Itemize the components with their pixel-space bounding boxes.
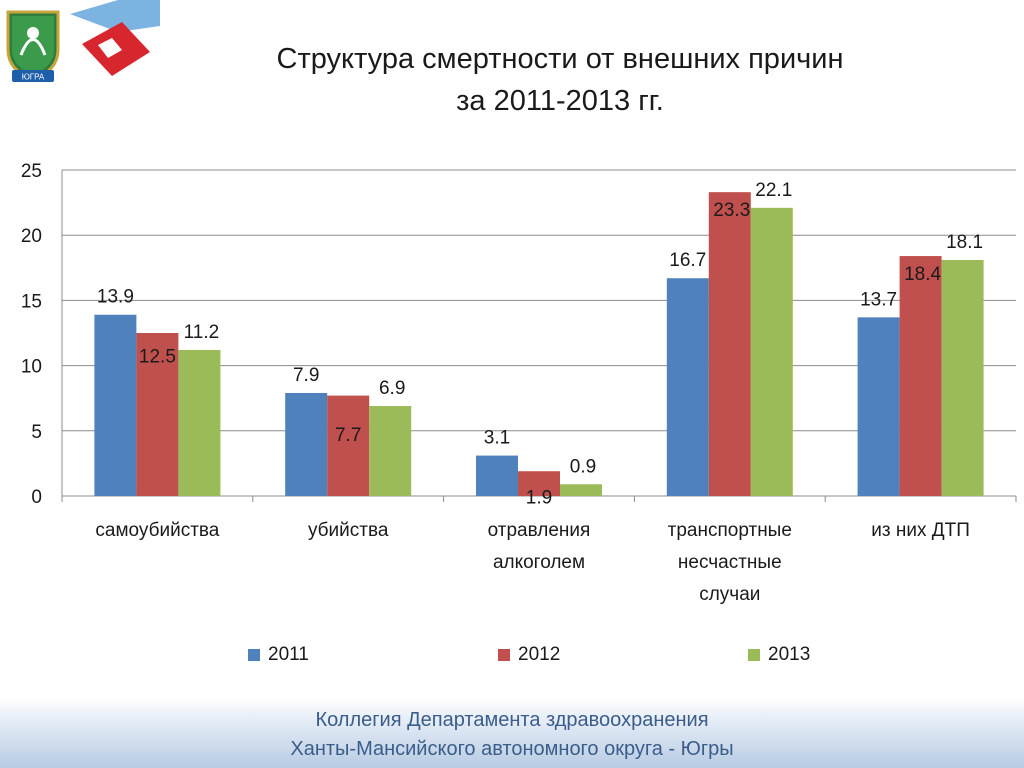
data-label: 1.9 [526, 488, 552, 509]
bar-2011-2 [476, 455, 518, 496]
data-label: 7.9 [293, 365, 319, 386]
footer-line-2: Ханты-Мансийского автономного округа - Ю… [290, 738, 734, 760]
data-label: 6.9 [379, 378, 405, 399]
bar-2013-1 [369, 406, 412, 496]
data-label: 16.7 [669, 250, 706, 271]
y-tick-label: 0 [31, 487, 42, 508]
legend-swatch [498, 649, 510, 661]
y-tick-label: 15 [21, 291, 42, 312]
legend-item: 2011 [248, 640, 309, 670]
legend-label: 2012 [518, 644, 561, 665]
data-label: 0.9 [570, 456, 596, 477]
legend-item: 2013 [748, 640, 810, 670]
bar-2011-0 [94, 314, 137, 496]
legend-label: 2011 [268, 644, 309, 665]
x-tick-label: отравления [488, 520, 591, 541]
data-label: 22.1 [755, 180, 792, 201]
bar-2013-0 [178, 349, 221, 496]
x-tick-label: из них ДТП [871, 520, 970, 541]
data-label: 3.1 [484, 428, 510, 449]
bar-2012-4 [899, 256, 942, 496]
page-title: Структура смертности от внешних причин з… [150, 38, 970, 122]
title-line-1: Структура смертности от внешних причин [276, 43, 844, 75]
bar-2012-2 [518, 471, 560, 496]
data-label: 13.9 [97, 287, 134, 308]
bar-2011-1 [285, 392, 328, 496]
header-logo: ЮГРА [6, 0, 160, 82]
data-label: 18.1 [946, 232, 983, 253]
footer-line-1: Коллегия Департамента здравоохранения [315, 709, 709, 731]
regional-flag-icon [70, 0, 160, 76]
bar-2013-3 [750, 207, 793, 497]
x-tick-label: алкоголем [493, 552, 585, 573]
y-tick-label: 20 [21, 226, 42, 247]
coat-of-arms-icon: ЮГРА [6, 10, 60, 82]
bar-2013-2 [560, 484, 602, 496]
legend-swatch [248, 649, 260, 661]
y-tick-label: 10 [21, 357, 42, 378]
chart-legend: 2011 2012 2013 [0, 640, 1024, 670]
legend-swatch [748, 649, 760, 661]
data-label: 23.3 [713, 200, 750, 221]
y-tick-label: 25 [21, 161, 42, 182]
x-tick-label: самоубийства [95, 520, 219, 541]
bar-2013-4 [941, 259, 984, 496]
bar-2011-4 [857, 317, 900, 496]
x-tick-label: случаи [699, 584, 760, 605]
footer-band: Коллегия Департамента здравоохранения Ха… [0, 698, 1024, 768]
data-label: 7.7 [335, 425, 361, 446]
footer-text: Коллегия Департамента здравоохранения Ха… [0, 706, 1024, 764]
data-label: 12.5 [139, 347, 176, 368]
bar-2012-3 [708, 192, 751, 496]
bar-2011-3 [666, 278, 709, 496]
bar-chart: 0 5 10 15 20 25 13.9 7.9 3.1 16.7 13.7 12.5 7.7 1.9 23… [21, 161, 1017, 605]
title-line-2: за 2011-2013 гг. [456, 85, 664, 117]
data-label: 11.2 [184, 322, 220, 343]
bar-2012-0 [136, 333, 179, 496]
bar-2012-1 [327, 395, 370, 496]
data-label: 13.7 [860, 289, 897, 310]
data-label: 18.4 [904, 264, 941, 285]
emblem-text: ЮГРА [22, 73, 45, 82]
legend-label: 2013 [768, 644, 811, 665]
legend-item: 2012 [498, 640, 560, 670]
x-tick-label: убийства [308, 520, 389, 541]
x-tick-label: несчастные [678, 552, 782, 573]
y-tick-label: 5 [31, 422, 42, 443]
x-tick-label: транспортные [668, 520, 792, 541]
